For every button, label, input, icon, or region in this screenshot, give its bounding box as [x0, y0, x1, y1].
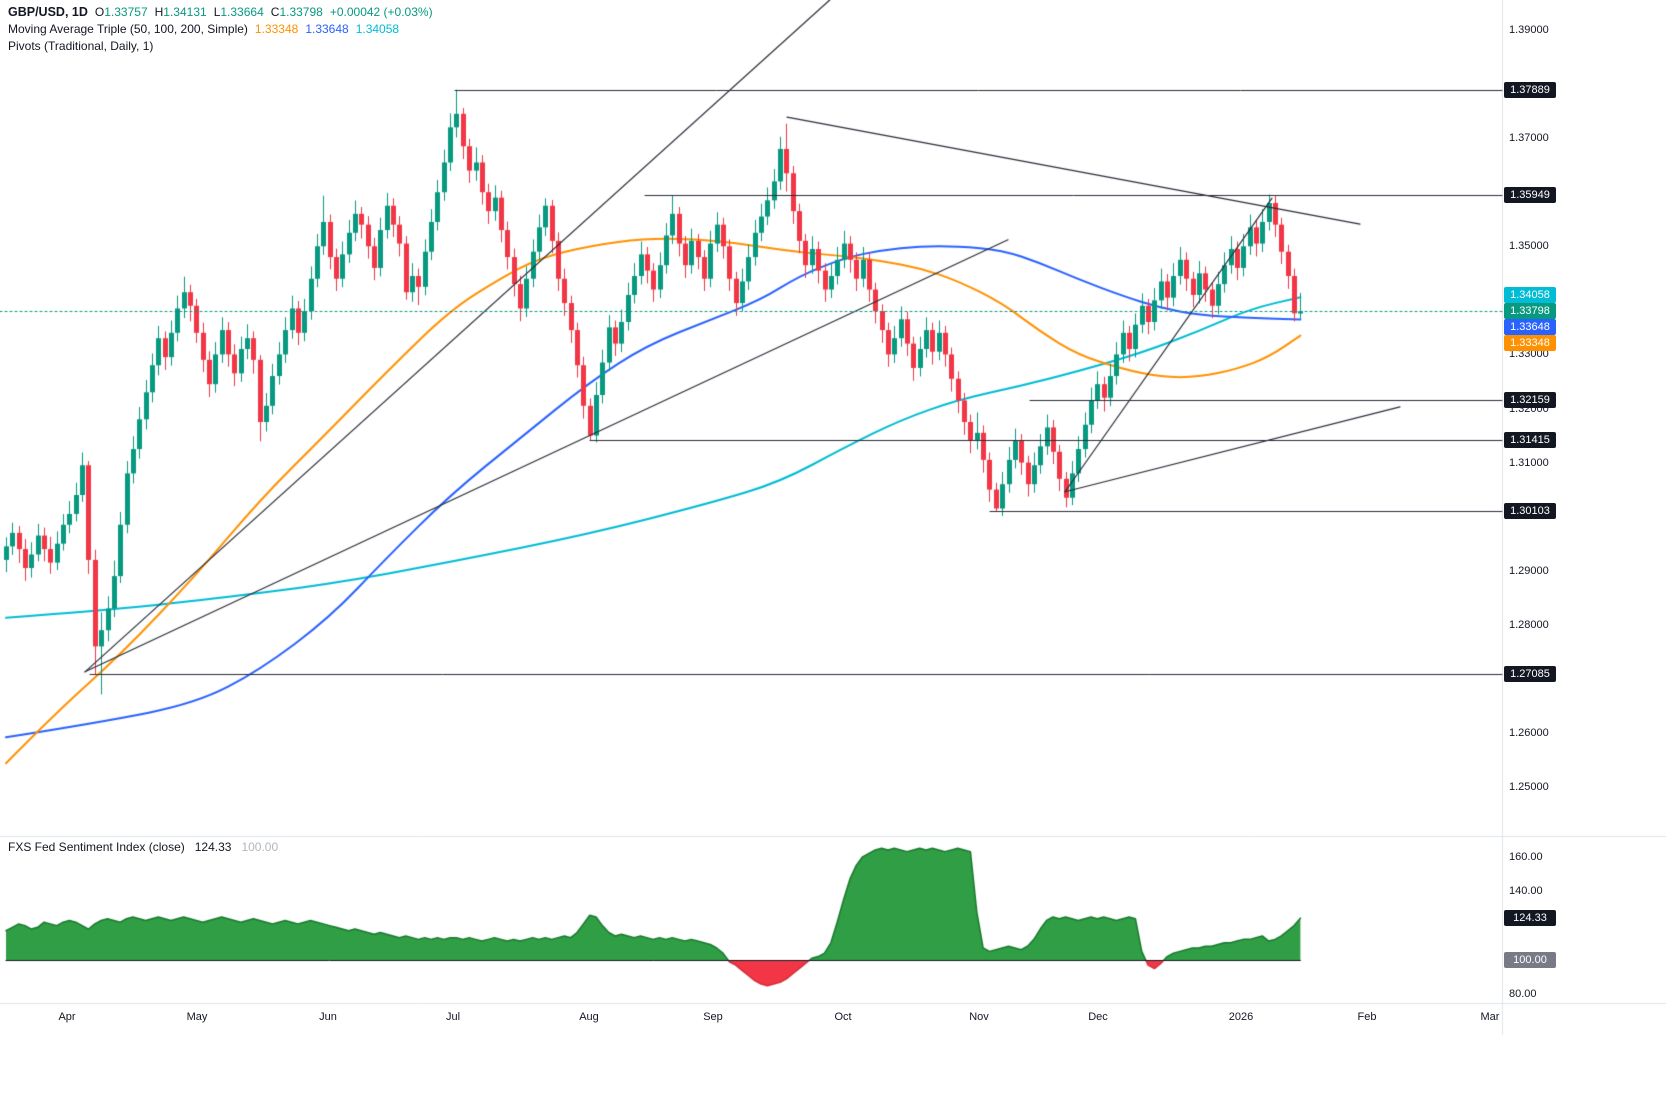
sentiment-tick-label: 80.00 — [1509, 988, 1537, 1001]
price-change: +0.00042 (+0.03%) — [329, 5, 433, 19]
indicator-pivots-row[interactable]: Pivots (Traditional, Daily, 1) — [8, 39, 433, 56]
ohlc-high: H1.34131 — [154, 5, 207, 19]
time-tick-label: Jul — [445, 1011, 461, 1023]
time-tick-label: Aug — [579, 1011, 599, 1023]
price-tick-label: 1.33000 — [1509, 348, 1549, 361]
symbol-legend: GBP/USD, 1D O1.33757 H1.34131 L1.33664 C… — [8, 5, 433, 56]
sentiment-value-badge: 124.33 — [1504, 910, 1556, 927]
ma-indicator-title[interactable]: Moving Average Triple (50, 100, 200, Sim… — [8, 22, 248, 36]
sentiment-baseline-badge: 100.00 — [1504, 952, 1556, 968]
indicator-ma-row[interactable]: Moving Average Triple (50, 100, 200, Sim… — [8, 22, 433, 39]
time-tick-label: Sep — [703, 1011, 723, 1023]
time-tick-label: Oct — [834, 1011, 852, 1023]
ohlc-open: O1.33757 — [94, 5, 148, 19]
ma-price-badge: 1.33648 — [1504, 319, 1556, 336]
time-tick-label: Mar — [1480, 1011, 1500, 1023]
pivot-price-badge: 1.35949 — [1504, 186, 1556, 203]
time-tick-label: Jun — [319, 1011, 337, 1023]
sentiment-tick-label: 160.00 — [1509, 850, 1543, 863]
price-tick-label: 1.31000 — [1509, 456, 1549, 469]
time-tick-label: May — [186, 1011, 208, 1023]
last-price-badge: 1.33798 — [1504, 303, 1556, 320]
symbol-title[interactable]: GBP/USD, 1D — [8, 5, 88, 19]
time-tick-label: Dec — [1088, 1011, 1108, 1023]
ohlc-close: C1.33798 — [270, 5, 323, 19]
sentiment-tick-label: 140.00 — [1509, 885, 1543, 898]
time-tick-label: Nov — [969, 1011, 989, 1023]
pivots-indicator-title[interactable]: Pivots (Traditional, Daily, 1) — [8, 39, 154, 53]
ma50-value: 1.33348 — [254, 22, 299, 36]
sentiment-indicator-legend[interactable]: FXS Fed Sentiment Index (close) 124.33 1… — [8, 840, 278, 854]
ohlc-low: L1.33664 — [213, 5, 264, 19]
ma-price-badge: 1.34058 — [1504, 287, 1556, 304]
price-tick-label: 1.35000 — [1509, 240, 1549, 253]
price-tick-label: 1.39000 — [1509, 24, 1549, 36]
pivot-price-badge: 1.32159 — [1504, 391, 1556, 408]
ma100-value: 1.33648 — [305, 22, 349, 36]
time-tick-label: 2026 — [1228, 1011, 1254, 1023]
symbol-info-row[interactable]: GBP/USD, 1D O1.33757 H1.34131 L1.33664 C… — [8, 5, 433, 22]
pivot-price-badge: 1.27085 — [1504, 666, 1556, 683]
time-axis[interactable]: Apr May Jun Jul Aug Sep Oct Nov Dec 2026 Feb Mar — [0, 1003, 1666, 1095]
ma200-value: 1.34058 — [355, 22, 400, 36]
sentiment-value: 124.33 — [194, 840, 232, 854]
price-axis[interactable]: 1.39000 1.37000 1.35000 1.33000 1.32000 1.310… — [1502, 0, 1666, 1003]
price-tick-label: 1.25000 — [1509, 781, 1549, 793]
price-tick-label: 1.26000 — [1509, 726, 1549, 739]
sentiment-baseline-value: 100.00 — [241, 840, 279, 854]
price-tick-label: 1.28000 — [1509, 618, 1549, 631]
price-tick-label: 1.29000 — [1509, 564, 1549, 577]
pivot-price-badge: 1.37889 — [1504, 82, 1556, 99]
pivot-price-badge: 1.30103 — [1504, 503, 1556, 520]
time-tick-label: Feb — [1357, 1011, 1377, 1023]
pivot-price-badge: 1.31415 — [1504, 432, 1556, 449]
sentiment-title[interactable]: FXS Fed Sentiment Index (close) — [8, 840, 185, 854]
time-tick-label: Apr — [58, 1011, 76, 1023]
price-tick-label: 1.37000 — [1509, 132, 1549, 145]
ma-price-badge: 1.33348 — [1504, 335, 1556, 352]
